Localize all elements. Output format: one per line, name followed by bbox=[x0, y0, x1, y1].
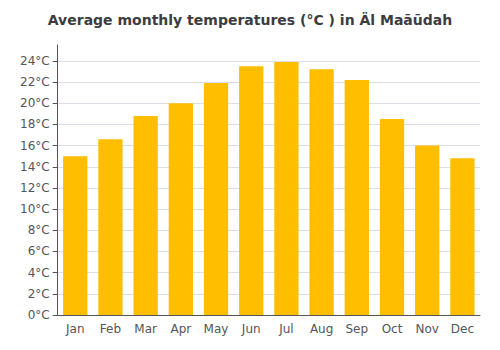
svg-text:Dec: Dec bbox=[451, 322, 474, 336]
svg-text:Apr: Apr bbox=[170, 322, 191, 336]
svg-text:0°C: 0°C bbox=[28, 308, 50, 322]
svg-text:Nov: Nov bbox=[415, 322, 438, 336]
svg-text:6°C: 6°C bbox=[28, 244, 50, 258]
svg-text:18°C: 18°C bbox=[20, 117, 50, 131]
svg-text:Average monthly temperatures (: Average monthly temperatures (°C ) in Äl… bbox=[48, 12, 452, 28]
svg-text:May: May bbox=[204, 322, 229, 336]
svg-text:22°C: 22°C bbox=[20, 75, 50, 89]
svg-text:8°C: 8°C bbox=[28, 223, 50, 237]
svg-text:Jul: Jul bbox=[278, 322, 293, 336]
svg-text:Jun: Jun bbox=[241, 322, 261, 336]
svg-text:12°C: 12°C bbox=[20, 181, 50, 195]
svg-text:Oct: Oct bbox=[382, 322, 403, 336]
svg-text:16°C: 16°C bbox=[20, 139, 50, 153]
svg-text:Mar: Mar bbox=[134, 322, 157, 336]
svg-text:Sep: Sep bbox=[346, 322, 369, 336]
svg-text:10°C: 10°C bbox=[20, 202, 50, 216]
svg-text:14°C: 14°C bbox=[20, 160, 50, 174]
svg-text:20°C: 20°C bbox=[20, 96, 50, 110]
svg-text:Jan: Jan bbox=[65, 322, 85, 336]
svg-text:Feb: Feb bbox=[100, 322, 121, 336]
svg-text:4°C: 4°C bbox=[28, 266, 50, 280]
svg-text:2°C: 2°C bbox=[28, 287, 50, 301]
svg-text:Aug: Aug bbox=[310, 322, 333, 336]
svg-text:24°C: 24°C bbox=[20, 54, 50, 68]
